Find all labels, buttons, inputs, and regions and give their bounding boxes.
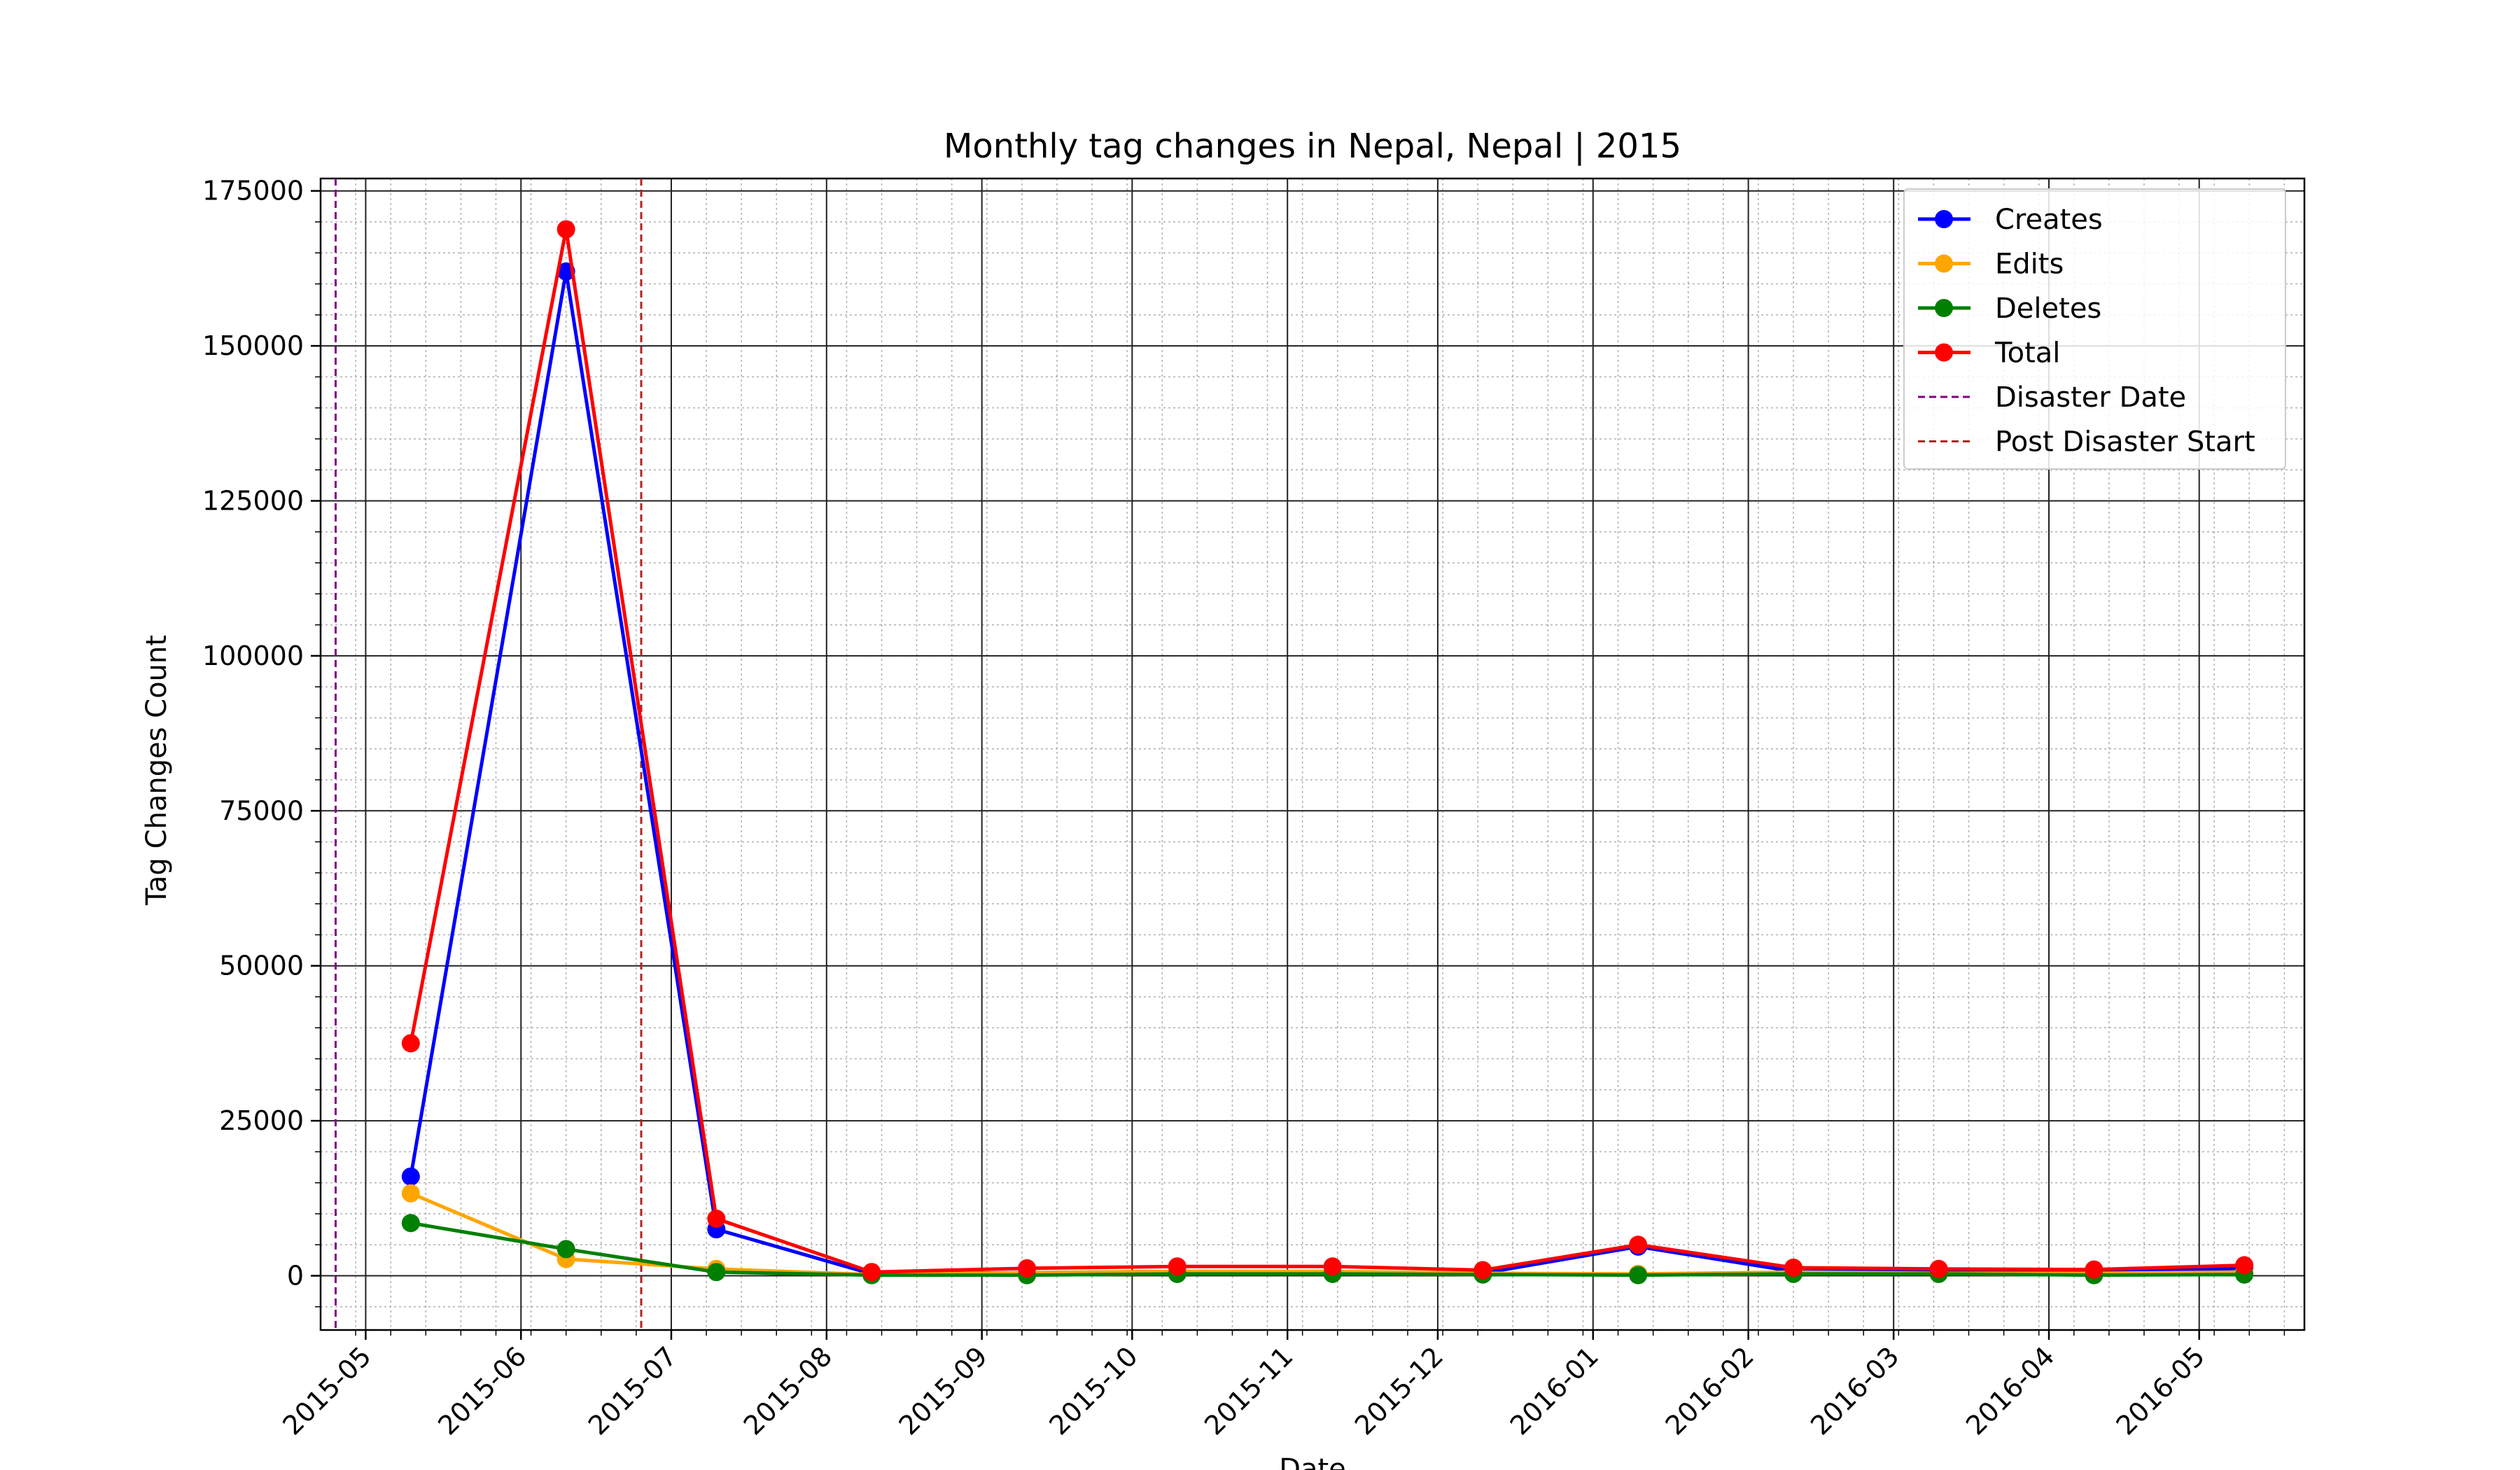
data-point-deletes bbox=[1629, 1266, 1648, 1284]
y-tick-label: 25000 bbox=[219, 1105, 304, 1136]
data-point-total bbox=[707, 1210, 726, 1228]
data-point-total bbox=[2235, 1256, 2254, 1275]
data-point-deletes bbox=[401, 1214, 420, 1233]
chart-title: Monthly tag changes in Nepal, Nepal | 20… bbox=[944, 127, 1681, 166]
legend-marker-edits bbox=[1935, 254, 1953, 273]
data-point-total bbox=[556, 220, 575, 239]
y-axis-title: Tag Changes Count bbox=[141, 635, 173, 906]
data-point-total bbox=[1629, 1236, 1648, 1254]
legend-label-creates: Creates bbox=[1995, 204, 2103, 236]
data-point-total bbox=[2085, 1260, 2104, 1279]
legend: Creates Edits Deletes Total Disaster Date Pos… bbox=[1903, 188, 2286, 470]
legend-label-post-disaster-start: Post Disaster Start bbox=[1995, 426, 2255, 458]
data-point-edits bbox=[401, 1184, 420, 1203]
data-point-deletes bbox=[556, 1240, 575, 1259]
y-tick-label: 0 bbox=[287, 1261, 304, 1292]
legend-marker-total bbox=[1935, 343, 1953, 362]
data-point-total bbox=[401, 1034, 420, 1053]
y-tick-label: 150000 bbox=[202, 330, 304, 361]
legend-box bbox=[1903, 188, 2286, 470]
data-point-creates bbox=[401, 1167, 420, 1186]
data-point-total bbox=[1929, 1259, 1948, 1278]
legend-label-disaster-date: Disaster Date bbox=[1995, 382, 2186, 414]
legend-label-total: Total bbox=[1994, 337, 2060, 370]
plot-frame bbox=[319, 177, 2306, 1331]
legend-marker-creates bbox=[1935, 210, 1953, 228]
legend-label-edits: Edits bbox=[1995, 248, 2064, 281]
data-point-total bbox=[862, 1263, 881, 1282]
legend-label-deletes: Deletes bbox=[1995, 293, 2101, 325]
y-tick-label: 100000 bbox=[202, 640, 304, 671]
legend-marker-deletes bbox=[1935, 299, 1953, 317]
y-tick-label: 125000 bbox=[202, 486, 304, 517]
data-point-total bbox=[1018, 1259, 1037, 1278]
data-point-deletes bbox=[707, 1263, 726, 1282]
data-point-total bbox=[1784, 1258, 1803, 1277]
data-point-total bbox=[1168, 1257, 1186, 1276]
y-tick-label: 75000 bbox=[219, 795, 304, 826]
y-tick-label: 175000 bbox=[202, 176, 304, 206]
y-tick-label: 50000 bbox=[219, 951, 304, 981]
x-axis-title: Date bbox=[1279, 1453, 1346, 1470]
data-point-total bbox=[1474, 1261, 1492, 1280]
data-point-total bbox=[1323, 1257, 1342, 1276]
